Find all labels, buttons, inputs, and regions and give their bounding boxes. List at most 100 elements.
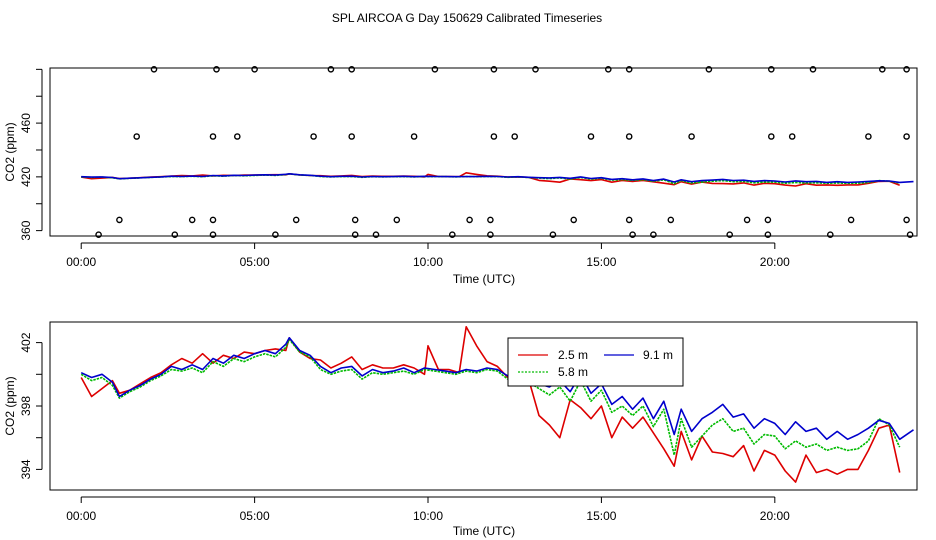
flag-marker <box>348 133 356 140</box>
flag-marker <box>116 216 123 224</box>
flag-marker <box>809 66 817 73</box>
flag-marker <box>865 133 872 140</box>
flag-marker <box>372 231 380 238</box>
flag-marker <box>625 216 633 224</box>
bottom-y-tick-label: 394 <box>19 459 33 479</box>
flag-marker <box>171 231 179 238</box>
flag-marker <box>272 231 279 238</box>
top-x-tick-label: 00:00 <box>66 255 96 269</box>
flag-marker <box>549 231 557 238</box>
top-x-tick-label: 15:00 <box>586 255 616 269</box>
bottom-x-tick-label: 15:00 <box>586 509 616 523</box>
top-y-tick-label: 360 <box>19 220 33 240</box>
top-panel: 360 420 460 00:00 05:00 10:00 15:00 20:00 Time… <box>3 66 918 286</box>
flag-marker <box>487 231 494 238</box>
flag-marker <box>95 231 102 238</box>
bottom-x-tick-label: 10:00 <box>413 509 443 523</box>
legend-label-5-8m: 5.8 m <box>558 365 588 379</box>
flag-marker <box>906 231 914 238</box>
flag-marker <box>150 66 158 73</box>
flag-marker <box>348 66 356 73</box>
flag-marker <box>827 231 834 238</box>
bottom-x-tick-label: 05:00 <box>240 509 270 523</box>
flag-marker <box>570 216 578 224</box>
flag-marker <box>310 133 317 140</box>
flag-marker <box>431 66 439 73</box>
flag-marker <box>705 66 713 73</box>
top-y-axis-label: CO2 (ppm) <box>3 122 17 181</box>
bottom-x-axis: 00:00 05:00 10:00 15:00 20:00 <box>66 496 790 523</box>
flag-marker <box>490 133 498 140</box>
flag-marker <box>351 216 359 224</box>
legend-label-2-5m: 2.5 m <box>558 348 588 362</box>
bottom-x-tick-label: 20:00 <box>760 509 790 523</box>
flag-marker <box>209 133 217 140</box>
flag-marker <box>490 66 498 73</box>
chart-title: SPL AIRCOA G Day 150629 Calibrated Times… <box>332 11 602 25</box>
bottom-y-axis-label: CO2 (ppm) <box>3 376 17 435</box>
bottom-series-group <box>80 325 914 483</box>
flag-marker <box>650 231 657 238</box>
top-x-tick-label: 10:00 <box>413 255 443 269</box>
top-series-group <box>81 172 914 187</box>
flag-marker <box>410 133 418 140</box>
top-y-tick-label: 460 <box>19 113 33 133</box>
flag-marker <box>625 66 633 73</box>
flag-marker <box>448 231 456 238</box>
flag-marker <box>629 231 636 238</box>
top-series-9-1-m <box>81 173 914 184</box>
bottom-series-9-1-m <box>80 336 914 441</box>
bottom-y-tick-label: 398 <box>19 396 33 416</box>
bottom-x-tick-label: 00:00 <box>66 509 96 523</box>
flag-marker <box>903 133 910 140</box>
bottom-y-tick-label: 402 <box>19 332 33 352</box>
flag-marker <box>764 231 772 238</box>
flag-marker <box>768 133 775 140</box>
flag-marker <box>688 133 695 140</box>
legend-box <box>507 337 684 387</box>
top-plot-frame <box>49 67 918 237</box>
top-x-tick-label: 20:00 <box>760 255 790 269</box>
top-series-2-5-m <box>81 172 900 187</box>
flag-marker <box>879 66 886 73</box>
bottom-panel: 394 398 402 00:00 05:00 10:00 15:00 20:00 Time… <box>3 321 918 538</box>
top-x-tick-label: 05:00 <box>240 255 270 269</box>
flag-marker <box>726 231 734 238</box>
flag-marker <box>903 66 910 73</box>
flag-marker <box>743 216 751 224</box>
flag-marker <box>903 216 910 224</box>
bottom-plot-frame <box>49 321 918 491</box>
top-x-axis: 00:00 05:00 10:00 15:00 20:00 <box>66 242 790 269</box>
flag-marker <box>209 231 217 238</box>
flag-marker <box>587 133 595 140</box>
bottom-x-axis-label: Time (UTC) <box>453 524 515 538</box>
flag-marker <box>667 216 675 224</box>
bottom-series-5-8-m <box>80 338 901 456</box>
top-x-axis-label: Time (UTC) <box>453 272 515 286</box>
top-y-tick-label: 420 <box>19 167 33 187</box>
bottom-series-2-5-m <box>80 325 901 483</box>
flag-marker <box>764 216 772 224</box>
bottom-y-axis: 394 398 402 <box>19 332 43 479</box>
flag-marker <box>605 66 612 73</box>
flag-marker <box>351 231 359 238</box>
flag-marker <box>327 66 335 73</box>
flag-marker <box>532 66 539 73</box>
flag-marker <box>625 133 633 140</box>
flag-marker <box>251 66 258 73</box>
flag-marker <box>768 66 775 73</box>
flag-marker <box>393 216 401 224</box>
flag-marker <box>847 216 855 224</box>
flag-marker <box>487 216 494 224</box>
flag-marker <box>788 133 796 140</box>
flag-marker <box>511 133 519 140</box>
flag-marker <box>209 216 217 224</box>
flag-marker <box>292 216 300 224</box>
flag-marker <box>188 216 196 224</box>
flag-marker <box>466 216 473 224</box>
legend: 2.5 m 5.8 m 9.1 m <box>507 337 684 387</box>
top-y-axis: 360 420 460 <box>19 68 43 241</box>
flag-marker <box>213 66 220 73</box>
flag-marker <box>233 133 241 140</box>
